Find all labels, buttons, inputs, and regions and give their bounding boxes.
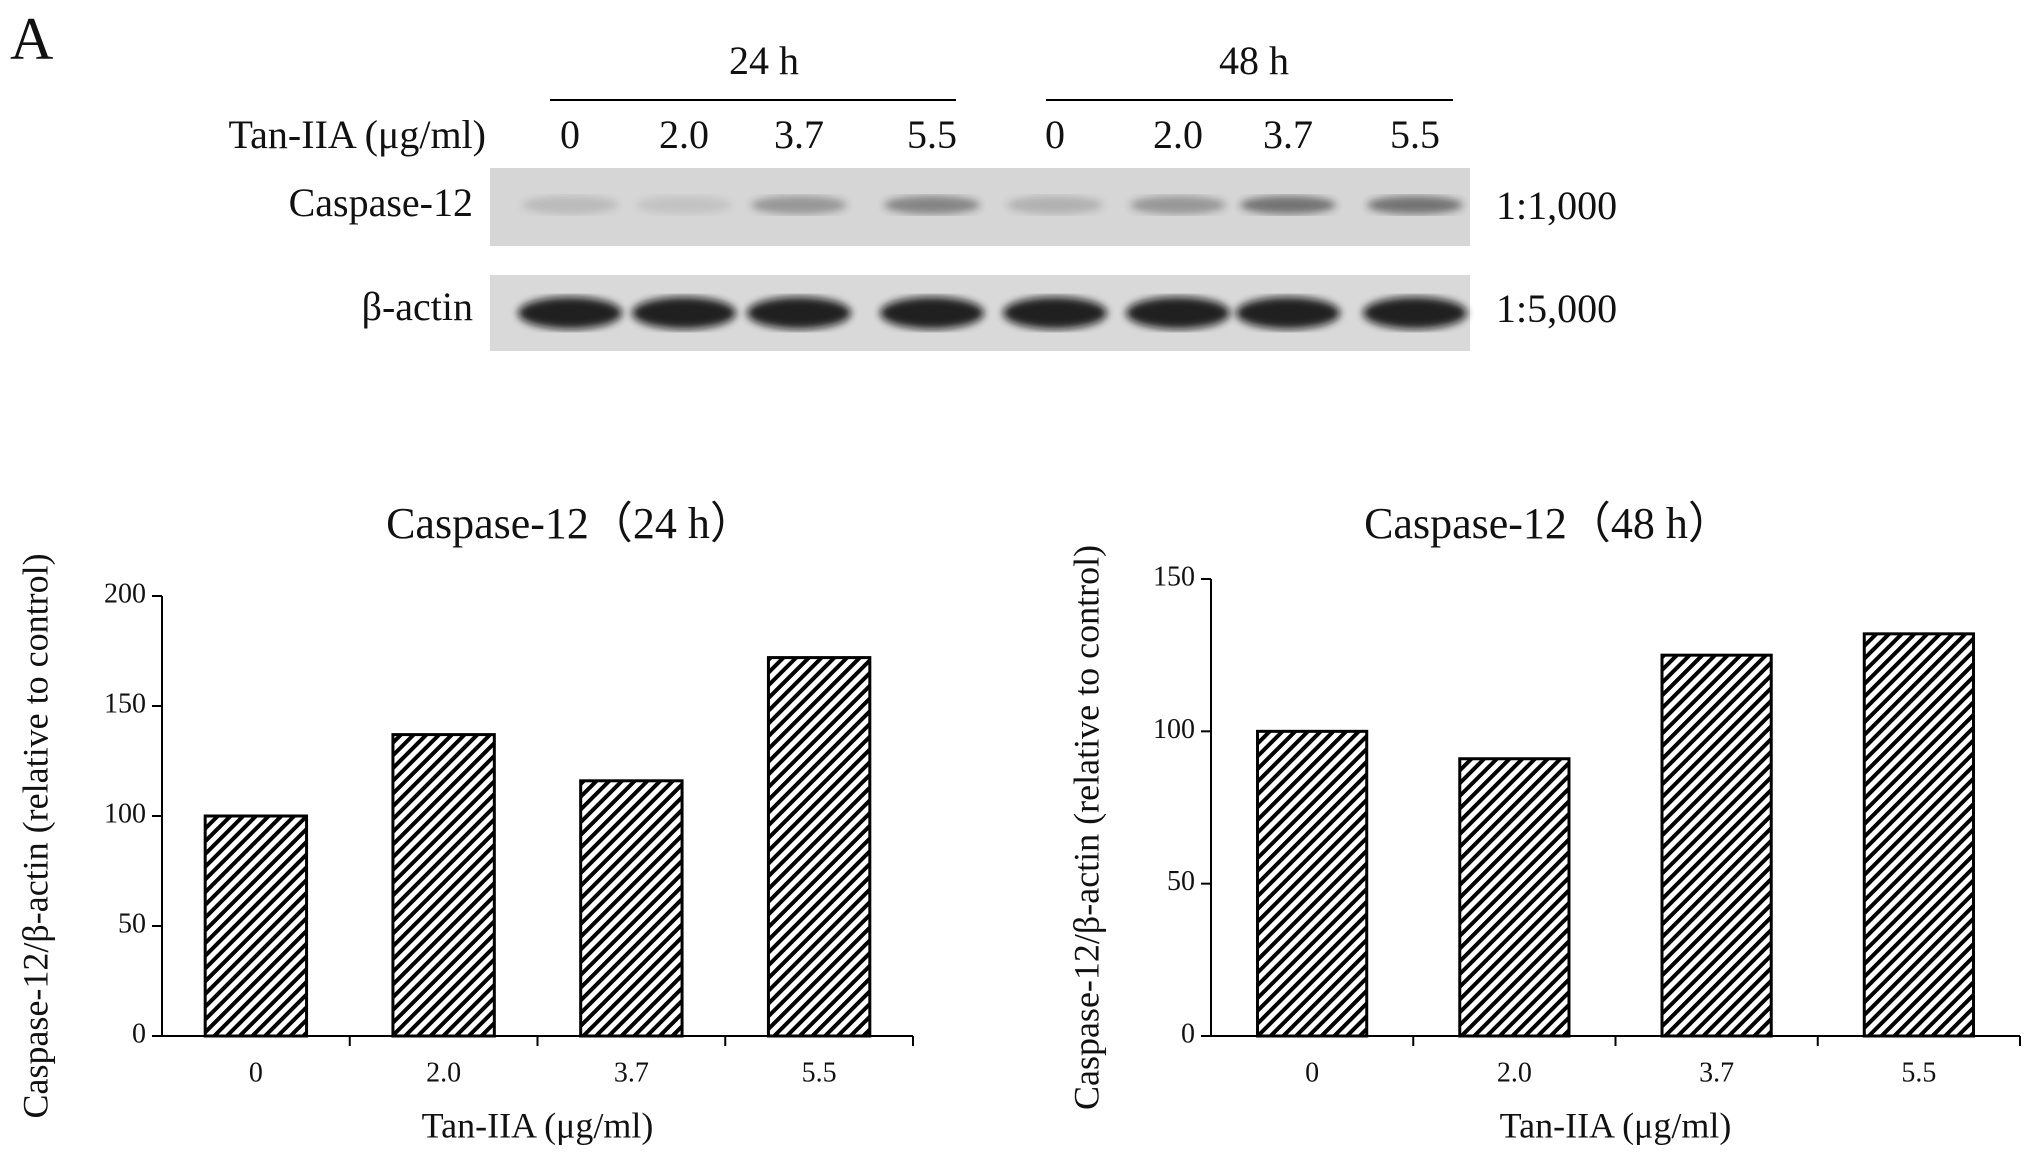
treatment-label: Tan-IIA (μg/ml) [229,112,486,157]
band [880,297,984,329]
x-tick-label: 3.7 [614,1057,649,1088]
band [636,196,732,214]
y-tick-label: 0 [1181,1018,1195,1049]
band [1130,196,1226,214]
chart-title: Caspase-12（48 h） [1364,499,1732,548]
band [747,297,851,329]
y-tick-label: 150 [1153,561,1195,592]
blot-row-label: Caspase-12 [289,180,473,225]
x-tick-label: 0 [249,1057,263,1088]
x-axis-label: Tan-IIA (μg/ml) [422,1105,654,1145]
lane-label: 2.0 [659,112,709,157]
band [632,297,736,329]
y-tick-label: 100 [1153,714,1195,745]
lanes: 0 2.0 3.7 5.5 0 2.0 3.7 5.5 [518,112,1467,329]
x-tick-label: 3.7 [1699,1057,1734,1088]
band [522,196,618,214]
chart-title: Caspase-12（24 h） [386,499,754,548]
x-tick-label: 2.0 [426,1057,461,1088]
band [1236,297,1340,329]
time-label: 48 h [1219,38,1289,83]
band [884,196,980,214]
y-tick-label: 150 [104,688,146,719]
bar [1256,729,1369,1038]
charts: Caspase-12（24 h） Caspase-12/β-actin (rela… [15,499,2021,1145]
band [1240,196,1336,214]
lane-label: 3.7 [774,112,824,157]
band [1363,297,1467,329]
dilution: 1:1,000 [1496,183,1617,228]
y-axis-label: Caspase-12/β-actin (relative to control) [1066,545,1106,1110]
bar [1862,632,1975,1038]
y-tick-label: 50 [118,908,146,939]
bar [579,779,684,1038]
y-axis-label: Caspase-12/β-actin (relative to control) [15,553,55,1118]
blot-row-label: β-actin [362,284,473,329]
lane-label: 2.0 [1153,112,1203,157]
lane-label: 3.7 [1263,112,1313,157]
y-tick-label: 0 [132,1018,146,1049]
x-tick-label: 0 [1305,1057,1319,1088]
dilution: 1:5,000 [1496,286,1617,331]
y-tick-label: 200 [104,578,146,609]
y-tick-label: 100 [104,798,146,829]
x-tick-label: 2.0 [1497,1057,1532,1088]
panel-label: A [10,6,53,72]
band [1007,196,1103,214]
y-tick-label: 50 [1167,866,1195,897]
bar [1660,653,1773,1038]
lane-label: 0 [560,112,580,157]
band [518,297,622,329]
x-tick-label: 5.5 [802,1057,837,1088]
time-label: 24 h [729,38,799,83]
bar [766,656,872,1038]
lane-label: 5.5 [907,112,957,157]
lane-label: 5.5 [1390,112,1440,157]
lane-label: 0 [1045,112,1065,157]
bar [391,733,496,1038]
x-tick-label: 5.5 [1901,1057,1936,1088]
x-axis-label: Tan-IIA (μg/ml) [1500,1105,1732,1145]
band [1367,196,1463,214]
band [1126,297,1230,329]
bar [203,814,309,1038]
band [751,196,847,214]
bar [1458,757,1571,1038]
band [1003,297,1107,329]
